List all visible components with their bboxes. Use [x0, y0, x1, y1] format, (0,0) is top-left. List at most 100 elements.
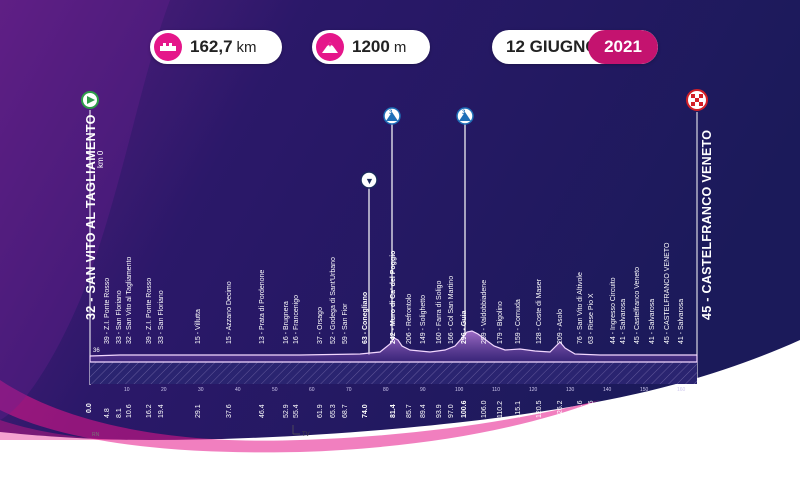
town-name: 39 - Z.I. Ponte Rosso — [146, 277, 154, 344]
gpm-category: 3 — [389, 110, 393, 116]
date-text: 12 GIUGNO — [506, 37, 599, 56]
town-km: 37.6 — [226, 404, 234, 418]
town-km: 154.8 — [663, 400, 671, 418]
town-name: 160 - Farra di Soligo — [436, 280, 444, 344]
date-pill: 12 GIUGNO 2021 — [492, 30, 658, 64]
town-name: 13 - Prata di Pordenone — [259, 269, 267, 344]
sprint-marker-conegliano: ▼ — [360, 171, 378, 355]
town-name: 63 - Riese Pio X — [588, 293, 596, 344]
scale-label-40: 40 — [235, 387, 241, 393]
elevation-unit: m — [393, 38, 407, 56]
town-name: 149 - Solighetto — [419, 294, 427, 344]
town-km: 140.4 — [609, 400, 617, 418]
town-name: 296 - Guia — [461, 310, 469, 344]
scale-label-140: 140 — [603, 387, 612, 393]
elevation-value: 1200 — [352, 37, 390, 56]
km0-label: km 0 — [96, 150, 105, 168]
town-km: 65.3 — [329, 404, 337, 418]
town-name: 209 - Asolo — [556, 308, 564, 344]
town-km: 61.9 — [316, 404, 324, 418]
town-name: 242 - Muro di Ca' del Poggio — [389, 250, 397, 344]
town-km: 8.1 — [116, 408, 124, 418]
town-name: 45 - Castelfranco Veneto — [634, 266, 642, 344]
distance-unit: km — [236, 38, 257, 56]
town-name: 33 - San Floriano — [158, 290, 166, 344]
town-km: 74.0 — [362, 404, 370, 418]
elevation-profile — [89, 330, 698, 363]
scale-label-60: 60 — [309, 387, 315, 393]
scale-label-10: 10 — [124, 387, 130, 393]
town-name: 52 - Godega di Sant'Urbano — [329, 257, 337, 344]
town-name: 76 - San Vito di Altivole — [576, 272, 584, 344]
town-name: 41 - Salvarosa — [678, 298, 686, 344]
town-km: 150.9 — [648, 400, 656, 418]
town-km: 100.6 — [461, 400, 469, 418]
town-name: 15 - Villutta — [194, 309, 202, 344]
scale-label-50: 50 — [272, 387, 278, 393]
base-hatch — [90, 362, 697, 384]
town-name: 41 - Salvarosa — [620, 298, 628, 344]
scale-label-30: 30 — [198, 387, 204, 393]
town-name: 128 - Coste di Maser — [535, 279, 543, 344]
km-scale: 10 20 30 40 50 60 70 80 90 100 110 120 1… — [124, 387, 686, 393]
town-km: 29.1 — [194, 404, 202, 418]
town-km: 134.6 — [588, 400, 596, 418]
town-km: 46.4 — [259, 404, 267, 418]
town-name: 15 - Azzano Decimo — [226, 281, 234, 344]
town-km: 81.4 — [389, 404, 397, 418]
town-km: 16.2 — [146, 404, 154, 418]
town-km: 89.4 — [419, 404, 427, 418]
town-km: 115.1 — [515, 401, 523, 418]
town-km: 97.0 — [447, 404, 455, 418]
town-km: 131.6 — [576, 400, 584, 418]
town-name: 33 - San Floriano — [116, 290, 124, 344]
scale-label-160: 160 — [677, 387, 686, 393]
town-name: 63 - Conegliano — [362, 291, 370, 344]
town-km: 106.0 — [481, 400, 489, 418]
town-name: 206 - Refrontolo — [405, 293, 413, 344]
town-km: 120.5 — [535, 400, 543, 418]
town-km: 146.9 — [634, 400, 642, 418]
town-km: 68.7 — [342, 404, 350, 418]
scale-label-80: 80 — [383, 387, 389, 393]
town-km: 110.2 — [497, 401, 505, 418]
finish-km: 162.7 — [693, 400, 700, 418]
ruler-icon — [154, 33, 182, 61]
scale-label-150: 150 — [640, 387, 649, 393]
town-name: 259 - Valdobbiadene — [481, 279, 489, 344]
town-name: 39 - Z.I. Ponte Rosso — [103, 277, 111, 344]
start-icon — [81, 91, 99, 109]
scale-label-70: 70 — [346, 387, 352, 393]
scale-label-100: 100 — [455, 387, 464, 393]
gpm-category: 3 — [462, 110, 466, 116]
town-km: 93.9 — [436, 404, 444, 418]
start-km: 0.0 — [86, 403, 93, 413]
scale-label-110: 110 — [492, 387, 500, 393]
town-km: 85.7 — [405, 404, 413, 418]
mountain-icon — [316, 33, 344, 61]
year-badge: 2021 — [588, 30, 658, 64]
town-name: 16 - Brugnera — [283, 301, 291, 344]
town-km: 143.2 — [620, 400, 628, 418]
town-name: 59 - San Fior — [342, 303, 350, 344]
footer-left-label: RN — [92, 432, 100, 438]
town-name: 44 - Ingresso Circuito — [609, 277, 617, 344]
tv-label: TV — [302, 432, 310, 438]
town-km: 19.4 — [158, 404, 166, 418]
scale-label-130: 130 — [566, 387, 575, 393]
distance-pill: 162,7 km — [150, 30, 282, 64]
town-km: 55.4 — [292, 404, 300, 418]
town-name: 166 - Col San Martino — [447, 275, 455, 344]
start-elevation: 36 — [93, 348, 100, 354]
town-name: 159 - Cornuda — [515, 299, 523, 344]
start-label: 32 - SAN VITO AL TAGLIAMENTO — [84, 114, 98, 320]
town-name: 179 - Bigolino — [497, 301, 505, 344]
town-km: 52.9 — [283, 404, 291, 418]
town-name: 37 - Orsago — [316, 307, 324, 344]
town-name: 16 - Francenigo — [292, 294, 300, 344]
finish-label: 45 - CASTELFRANCO VENETO — [700, 129, 714, 320]
finish-flag-icon — [686, 89, 708, 111]
distance-value: 162,7 — [190, 37, 233, 56]
